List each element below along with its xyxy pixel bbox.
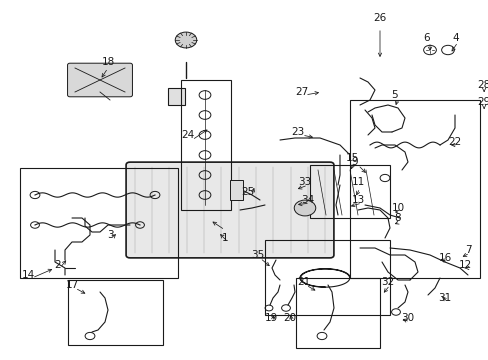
Text: 21: 21 <box>297 277 310 287</box>
Text: 27: 27 <box>295 87 308 97</box>
Text: 8: 8 <box>394 213 401 223</box>
Text: 11: 11 <box>351 177 364 187</box>
Bar <box>264 240 389 315</box>
Text: 15: 15 <box>345 153 358 163</box>
Text: 4: 4 <box>452 33 458 43</box>
FancyBboxPatch shape <box>67 63 132 97</box>
Bar <box>309 165 389 218</box>
Text: 9: 9 <box>351 157 358 167</box>
Text: 22: 22 <box>447 137 461 147</box>
Bar <box>168 88 184 105</box>
Text: 33: 33 <box>298 177 311 187</box>
Text: 25: 25 <box>241 187 254 197</box>
Text: 20: 20 <box>283 313 296 323</box>
Text: 28: 28 <box>476 80 488 90</box>
Bar <box>20 168 178 278</box>
Text: 29: 29 <box>476 97 488 107</box>
Text: 7: 7 <box>464 245 470 255</box>
Text: 2: 2 <box>55 260 61 270</box>
Text: 14: 14 <box>21 270 35 280</box>
Text: 3: 3 <box>106 230 113 240</box>
Text: 13: 13 <box>351 195 364 205</box>
FancyBboxPatch shape <box>126 162 333 258</box>
Text: 26: 26 <box>373 13 386 23</box>
Text: 30: 30 <box>401 313 414 323</box>
Text: 31: 31 <box>437 293 451 303</box>
Text: 6: 6 <box>423 33 429 43</box>
Bar <box>68 280 163 345</box>
Text: 35: 35 <box>251 250 264 260</box>
Bar <box>181 80 230 210</box>
Text: 16: 16 <box>437 253 451 263</box>
Bar <box>229 180 243 200</box>
Text: 19: 19 <box>264 313 277 323</box>
Text: 1: 1 <box>221 233 228 243</box>
Bar <box>349 100 479 278</box>
Circle shape <box>294 200 315 216</box>
Text: 18: 18 <box>101 57 114 67</box>
Text: 12: 12 <box>457 260 470 270</box>
Text: 24: 24 <box>181 130 194 140</box>
Text: 10: 10 <box>390 203 404 213</box>
Text: 5: 5 <box>391 90 398 100</box>
Text: 32: 32 <box>381 277 394 287</box>
Circle shape <box>175 32 196 48</box>
Text: 23: 23 <box>291 127 304 137</box>
Bar <box>295 278 379 348</box>
Text: 17: 17 <box>65 280 79 290</box>
Text: 34: 34 <box>301 195 314 205</box>
